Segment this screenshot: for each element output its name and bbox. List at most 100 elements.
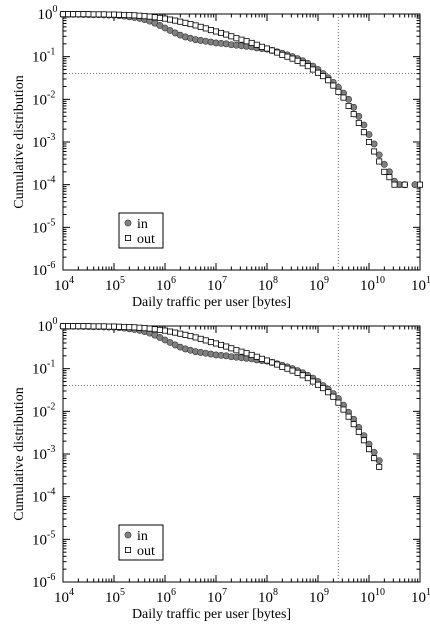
data-point-out — [248, 351, 255, 358]
data-point-out — [172, 329, 179, 336]
data-point-out — [131, 324, 138, 331]
data-point-out — [228, 345, 235, 352]
data-point-out — [223, 31, 230, 38]
legend-box — [118, 212, 164, 249]
data-point-out — [95, 323, 102, 330]
y-tick-label: 10-1 — [32, 359, 55, 378]
x-tick-label: 108 — [258, 587, 278, 606]
data-point-out — [314, 69, 321, 76]
x-tick-label: 107 — [207, 275, 227, 294]
data-point-out — [80, 323, 87, 330]
data-point-out — [330, 82, 337, 89]
data-point-out — [75, 323, 82, 330]
data-point-out — [376, 463, 383, 470]
data-point-out — [197, 23, 204, 30]
data-point-out — [121, 11, 128, 18]
plot-frame — [62, 325, 421, 583]
data-point-out — [371, 148, 378, 155]
data-point-out — [207, 339, 214, 346]
data-point-out — [161, 327, 168, 334]
data-point-out — [182, 19, 189, 26]
data-point-out — [212, 28, 219, 35]
x-tick-label: 104 — [54, 587, 74, 606]
data-point-out — [238, 348, 245, 355]
legend-box — [118, 524, 164, 561]
data-point-out — [146, 325, 153, 332]
data-point-out — [100, 323, 107, 330]
data-point-out — [156, 326, 163, 333]
data-point-out — [126, 12, 133, 19]
data-point-out — [299, 372, 306, 379]
data-point-out — [197, 335, 204, 342]
data-point-out — [355, 428, 362, 435]
data-point-out — [100, 11, 107, 18]
data-point-out — [355, 119, 362, 126]
data-point-out — [376, 158, 383, 165]
data-point-out — [223, 343, 230, 350]
data-point-out — [360, 437, 367, 444]
data-point-out — [192, 22, 199, 29]
data-point-out — [131, 12, 138, 19]
data-point-out — [274, 49, 281, 56]
data-point-out — [263, 45, 270, 52]
y-axis-label: Cumulative distribution — [12, 75, 27, 208]
y-tick-label: 10-2 — [32, 401, 55, 420]
series-out — [60, 323, 383, 470]
data-point-out — [141, 13, 148, 20]
data-point-out — [335, 399, 342, 406]
data-point-in — [375, 151, 383, 159]
data-point-out — [218, 341, 225, 348]
data-point-out — [177, 330, 184, 337]
y-tick-label: 10-6 — [32, 260, 55, 279]
data-point-out — [253, 41, 260, 48]
legend-label-in: in — [137, 217, 148, 232]
data-point-out — [365, 446, 372, 453]
data-point-out — [416, 181, 423, 188]
data-point-out — [228, 33, 235, 40]
data-point-out — [258, 355, 265, 362]
data-point-out — [105, 323, 112, 330]
data-point-out — [381, 168, 388, 175]
data-point-out — [65, 11, 72, 18]
data-point-out — [182, 331, 189, 338]
y-tick-label: 10-6 — [32, 572, 55, 591]
data-point-out — [167, 328, 174, 335]
legend-label-out: out — [137, 544, 155, 559]
data-point-out — [309, 378, 316, 385]
x-tick-label: 109 — [309, 275, 329, 294]
data-point-out — [279, 363, 286, 370]
data-point-out — [126, 324, 133, 331]
data-point-out — [85, 323, 92, 330]
y-tick-label: 10-3 — [32, 132, 55, 151]
data-point-out — [279, 51, 286, 58]
data-point-out — [304, 63, 311, 70]
data-point-out — [121, 323, 128, 330]
data-point-out — [192, 334, 199, 341]
data-point-out — [274, 361, 281, 368]
x-tick-label: 106 — [156, 275, 176, 294]
data-point-out — [309, 66, 316, 73]
y-tick-label: 10-3 — [32, 444, 55, 463]
data-point-out — [269, 359, 276, 366]
data-point-out — [233, 35, 240, 42]
data-point-out — [269, 47, 276, 54]
y-tick-label: 100 — [38, 4, 58, 23]
data-point-out — [80, 11, 87, 18]
data-point-out — [314, 381, 321, 388]
data-point-out — [284, 365, 291, 372]
data-point-out — [218, 29, 225, 36]
data-point-out — [330, 393, 337, 400]
x-tick-label: 1010 — [360, 275, 385, 294]
data-point-out — [284, 53, 291, 60]
data-point-out — [320, 73, 327, 80]
data-point-out — [70, 11, 77, 18]
y-tick-label: 10-2 — [32, 89, 55, 108]
data-point-out — [263, 357, 270, 364]
data-point-out — [345, 102, 352, 109]
data-point-out — [141, 325, 148, 332]
data-point-out — [233, 347, 240, 354]
y-tick-label: 100 — [38, 316, 58, 335]
